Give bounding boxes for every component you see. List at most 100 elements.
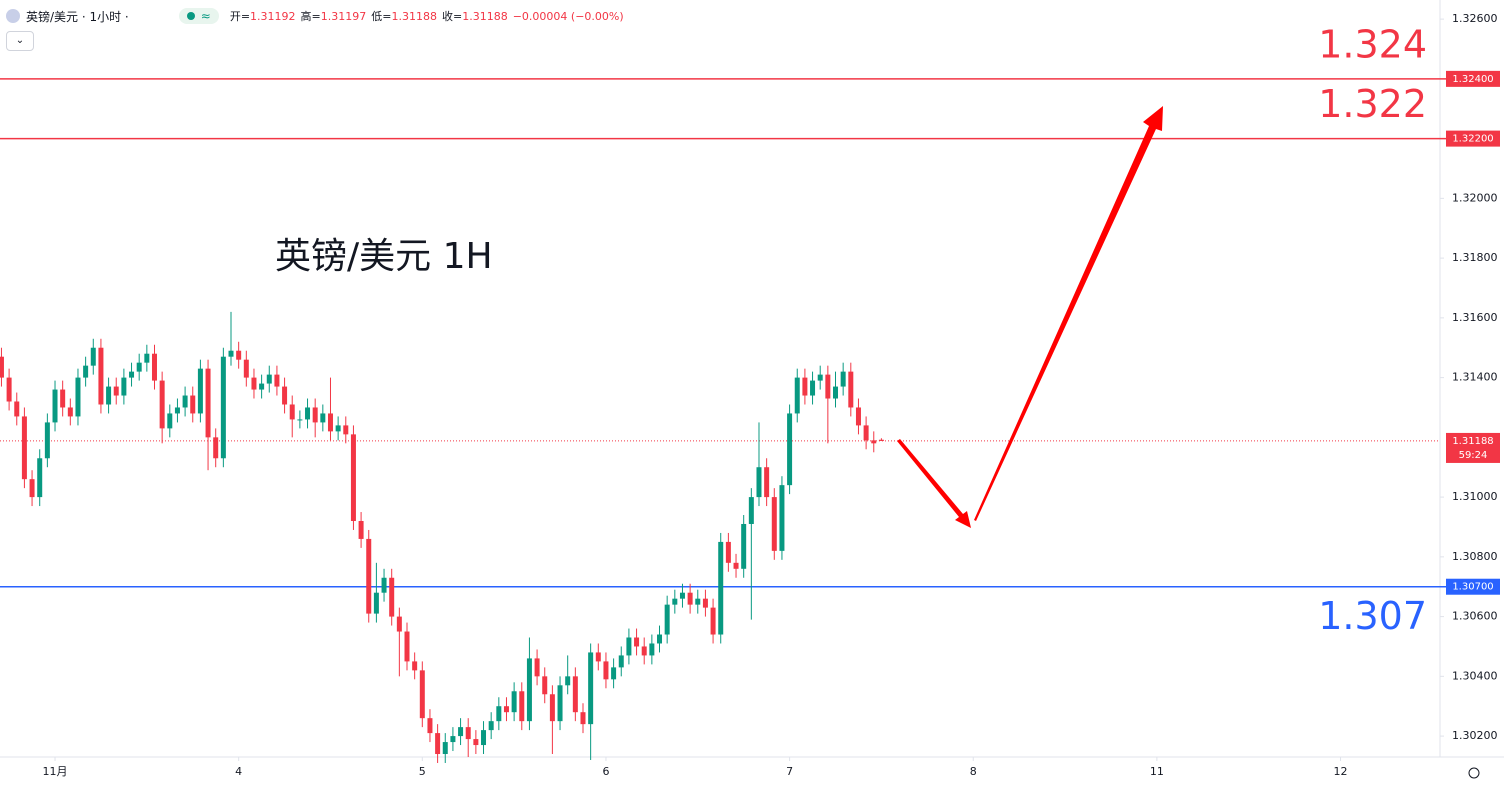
y-tick-label: 1.32600 xyxy=(1452,12,1498,25)
candle-body xyxy=(595,652,601,662)
candle-body xyxy=(534,658,540,677)
forecast-arrows xyxy=(897,106,1163,528)
ohlc-label: 低= xyxy=(371,10,392,23)
candle-body xyxy=(718,541,724,635)
candle-body xyxy=(67,407,73,417)
candle-body xyxy=(6,377,12,402)
candle-body xyxy=(840,371,846,387)
candle-body xyxy=(136,362,142,372)
last-price-label: 1.31188 xyxy=(1452,436,1493,447)
candle-body xyxy=(779,485,785,551)
x-tick-label: 11 xyxy=(1150,765,1164,778)
candle-body xyxy=(458,727,464,737)
x-tick-label: 11月 xyxy=(43,765,68,778)
candle-body xyxy=(725,541,731,563)
candle-body xyxy=(14,401,20,417)
candle-body xyxy=(787,413,793,486)
candle-body xyxy=(817,374,823,381)
settings-icon[interactable] xyxy=(1468,767,1480,779)
candle-body xyxy=(366,538,372,614)
candle-body xyxy=(848,371,854,408)
price-level-annotation: 1.324 xyxy=(1318,22,1427,66)
candle-body xyxy=(90,347,96,366)
candle-body xyxy=(871,440,877,444)
candle-body xyxy=(419,670,425,719)
last-price-box xyxy=(1446,432,1500,463)
candle-body xyxy=(748,497,754,524)
candle-body xyxy=(274,374,280,387)
candle-body xyxy=(236,350,242,360)
price-level-annotation: 1.322 xyxy=(1318,82,1427,126)
candle-body xyxy=(404,631,410,662)
symbol[interactable]: 英镑/美元 · 1小时 · xyxy=(26,9,129,24)
price-line-label: 1.30700 xyxy=(1452,582,1493,593)
candle-body xyxy=(297,419,303,421)
collapse-button[interactable]: ⌄ xyxy=(6,31,34,51)
candle-body xyxy=(29,479,35,498)
candle-body xyxy=(266,374,272,384)
candle-body xyxy=(396,616,402,632)
candle-body xyxy=(810,380,816,396)
price-line-box xyxy=(1446,70,1500,87)
candle-body xyxy=(75,377,81,417)
candle-body xyxy=(220,356,226,459)
candle-body xyxy=(282,386,288,405)
candle-body xyxy=(121,377,127,396)
x-tick-label: 12 xyxy=(1334,765,1348,778)
candle-body xyxy=(60,389,66,408)
candle-body xyxy=(511,691,517,713)
candle-body xyxy=(343,425,349,435)
candle-body xyxy=(764,467,770,498)
candle-body xyxy=(144,353,150,363)
candle-body xyxy=(618,655,624,668)
candle-body xyxy=(427,718,433,734)
candle-body xyxy=(197,368,203,414)
candle-body xyxy=(320,413,326,423)
y-tick-label: 1.30400 xyxy=(1452,669,1498,682)
candle-body xyxy=(657,634,663,644)
candle-body xyxy=(580,712,586,725)
ohlc-value: 1.31188 xyxy=(462,9,508,23)
candle-body xyxy=(626,637,632,656)
y-tick-label: 1.31400 xyxy=(1452,371,1498,384)
plot xyxy=(0,78,1446,763)
y-tick-label: 1.32000 xyxy=(1452,191,1498,204)
price-line-box xyxy=(1446,130,1500,147)
candle-body xyxy=(106,386,112,405)
candle-body xyxy=(327,413,333,432)
candle-body xyxy=(129,371,135,378)
candle-body xyxy=(167,413,173,429)
arrow-down xyxy=(897,439,971,528)
candle-body xyxy=(488,721,494,731)
candle-body xyxy=(634,637,640,647)
candle-body xyxy=(350,434,356,521)
candle-body xyxy=(251,377,257,390)
price-line-label: 1.32200 xyxy=(1452,134,1493,145)
y-tick-label: 1.31000 xyxy=(1452,490,1498,503)
candle-body xyxy=(435,733,441,755)
candle-body xyxy=(373,592,379,614)
candle-body xyxy=(833,386,839,399)
y-tick-label: 1.30800 xyxy=(1452,550,1498,563)
candle-body xyxy=(450,736,456,743)
candle-body xyxy=(442,742,448,755)
y-tick-label: 1.30200 xyxy=(1452,729,1498,742)
candle-body xyxy=(695,598,701,605)
price-line-box xyxy=(1446,578,1500,595)
candle-body xyxy=(312,407,318,423)
candle-body xyxy=(113,386,119,396)
candle-body xyxy=(572,676,578,713)
candle-body xyxy=(855,407,861,426)
x-tick-label: 5 xyxy=(419,765,426,778)
candle-body xyxy=(228,350,234,357)
candle-body xyxy=(52,389,58,423)
candle-body xyxy=(159,380,165,429)
status-button[interactable]: ≈ xyxy=(178,8,219,24)
countdown: 59:24 xyxy=(1459,450,1488,461)
candle-body xyxy=(733,562,739,569)
candle-body xyxy=(756,467,762,498)
candle-body xyxy=(243,359,249,378)
price-level-annotation: 1.307 xyxy=(1318,594,1427,638)
candle-body xyxy=(794,377,800,414)
